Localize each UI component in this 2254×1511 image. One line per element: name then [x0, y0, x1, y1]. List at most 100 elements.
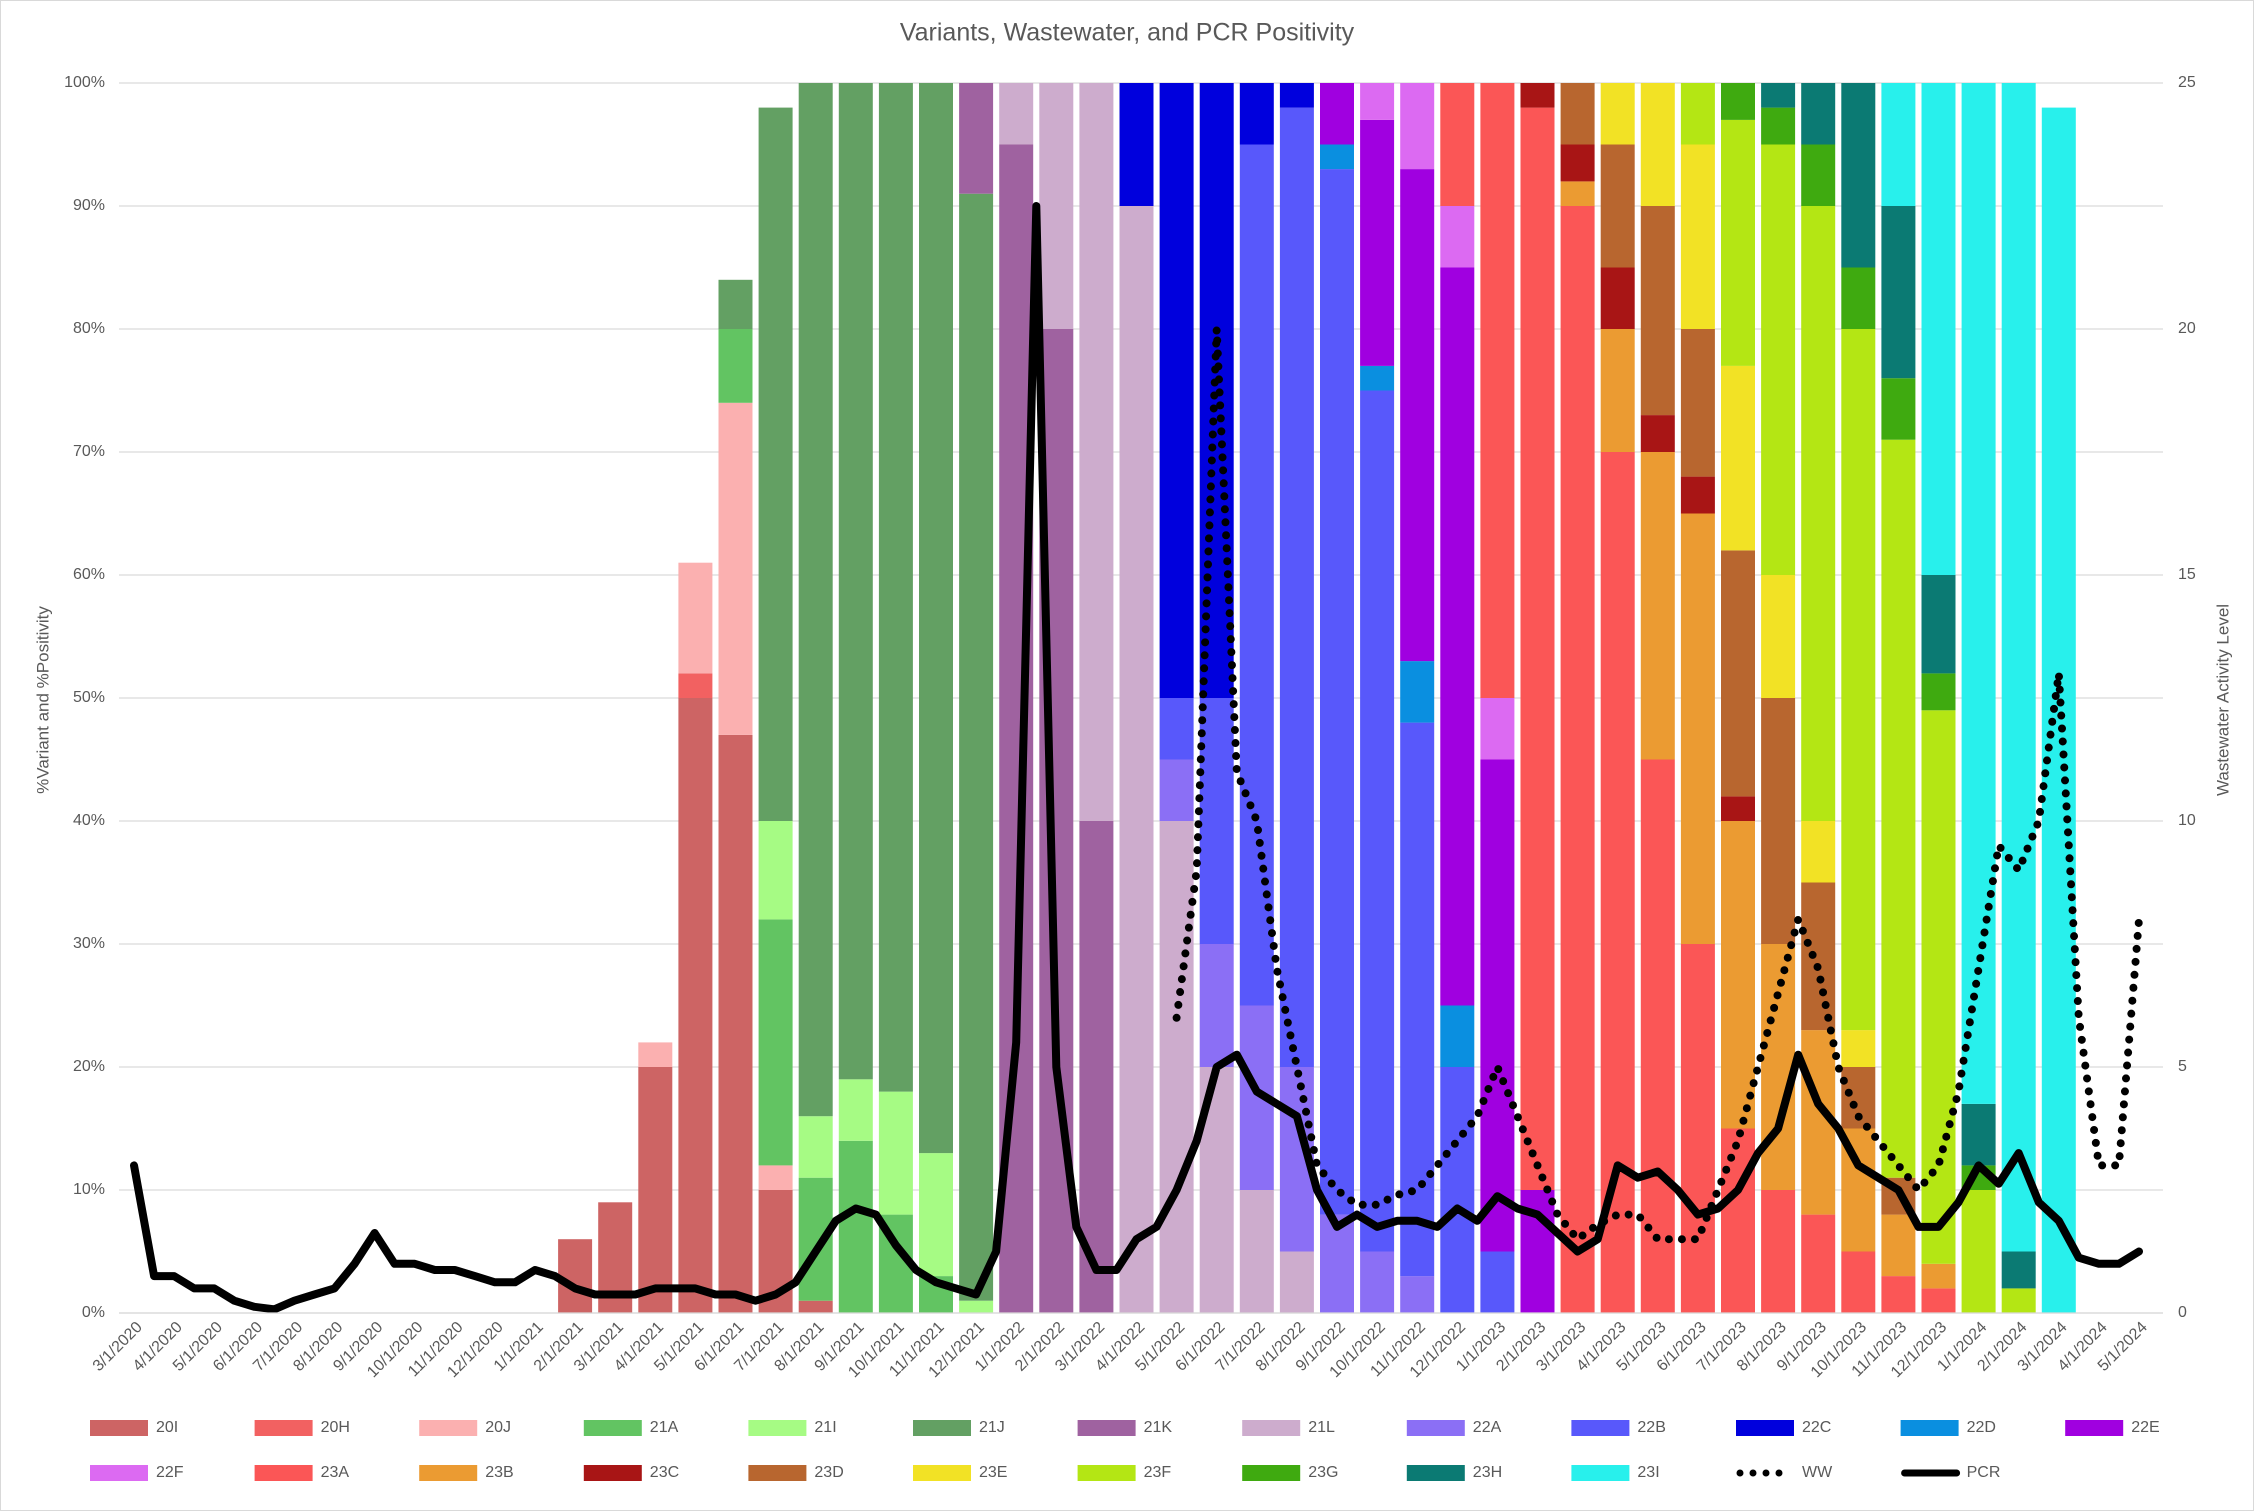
- legend-swatch: [419, 1465, 478, 1481]
- legend-swatch: [2065, 1420, 2124, 1436]
- variant-bar: [1480, 698, 1515, 760]
- pcr-line: [130, 202, 2143, 1314]
- legend-label: 22F: [156, 1464, 184, 1481]
- variant-bar: [758, 821, 793, 920]
- variant-bar: [1761, 107, 1796, 145]
- variant-bar: [838, 1140, 873, 1313]
- legend-label: 21L: [1308, 1419, 1335, 1436]
- variant-bar: [1239, 1190, 1274, 1313]
- variant-bar: [1680, 513, 1715, 944]
- variant-bar: [999, 83, 1034, 145]
- variant-bar: [1440, 206, 1475, 268]
- variant-bar: [1801, 882, 1836, 1031]
- variant-bar: [1721, 119, 1755, 366]
- variant-bar: [1721, 796, 1755, 821]
- variant-bar: [758, 1165, 793, 1190]
- variant-bar: [1801, 206, 1836, 821]
- variant-bar: [1680, 476, 1715, 514]
- y-tick-label: 0%: [82, 1304, 105, 1321]
- variant-bar: [1360, 119, 1395, 366]
- variant-bar: [1721, 550, 1755, 797]
- variant-bar: [1560, 83, 1595, 145]
- variant-bar: [1600, 83, 1635, 145]
- legend-label: 20I: [156, 1419, 178, 1436]
- legend-label: 23B: [485, 1464, 513, 1481]
- y2-tick-label: 10: [2178, 812, 2196, 829]
- chart-title: Variants, Wastewater, and PCR Positivity: [900, 19, 1355, 47]
- legend-swatch: [1406, 1465, 1465, 1481]
- variant-bar: [1680, 144, 1715, 329]
- y-tick-label: 70%: [73, 443, 105, 460]
- legend-swatch: [913, 1465, 971, 1481]
- variant-bar: [758, 107, 793, 822]
- legend-swatch: [1077, 1465, 1136, 1481]
- variant-bar: [2001, 1251, 2036, 1289]
- y-tick-label: 10%: [73, 1181, 105, 1198]
- variant-bar: [1159, 759, 1194, 821]
- y2-tick-label: 25: [2178, 74, 2196, 91]
- variant-bar: [1640, 759, 1675, 1313]
- variant-bar: [959, 83, 994, 194]
- variant-bar: [798, 83, 833, 1117]
- legend-label: PCR: [1967, 1464, 2001, 1481]
- variant-bar: [1360, 83, 1395, 120]
- variant-bar: [638, 1042, 673, 1067]
- variant-bar: [2041, 107, 2076, 1314]
- legend-swatch: [254, 1465, 313, 1481]
- variant-bar: [919, 1153, 953, 1277]
- legend-label: 21A: [650, 1419, 679, 1436]
- variant-bar: [1881, 83, 1916, 206]
- variant-bar: [1400, 83, 1435, 170]
- variant-bar: [678, 698, 713, 1313]
- variant-bar: [1199, 698, 1234, 944]
- legend-swatch: [1736, 1420, 1794, 1436]
- legend-swatch: [254, 1420, 313, 1436]
- variant-bar: [1721, 365, 1755, 551]
- variant-bar: [1921, 1288, 1956, 1313]
- y2-tick-label: 15: [2178, 566, 2196, 583]
- variant-bar: [718, 734, 753, 1313]
- legend-swatch: [90, 1420, 148, 1436]
- variant-bar: [1440, 83, 1475, 206]
- variant-bar: [1600, 452, 1635, 1313]
- legend-swatch: [1406, 1420, 1465, 1436]
- variant-bar: [1520, 107, 1555, 1191]
- variant-bar: [959, 1300, 994, 1313]
- variant-bar: [1400, 1276, 1435, 1313]
- variant-bar: [1841, 267, 1876, 329]
- variant-bar: [1400, 661, 1435, 723]
- legend-label: 22E: [2131, 1419, 2159, 1436]
- variant-bar: [838, 1079, 873, 1141]
- wastewater-line: [1172, 325, 2143, 1244]
- variant-bar: [758, 919, 793, 1166]
- variant-bar: [1841, 1251, 1876, 1313]
- variant-bar: [1239, 83, 1274, 145]
- variant-bar: [1320, 83, 1354, 145]
- variant-bar: [959, 193, 994, 1301]
- variant-bar: [1119, 83, 1154, 206]
- variant-bar: [1360, 365, 1395, 391]
- legend-swatch: [1900, 1420, 1959, 1436]
- legend-label: 21J: [979, 1419, 1005, 1436]
- variant-bar: [1721, 83, 1755, 120]
- variant-bar: [1680, 83, 1715, 145]
- variant-bar: [1961, 1103, 1996, 1166]
- legend-label: 23A: [321, 1464, 350, 1481]
- variant-bar: [718, 279, 753, 329]
- variant-bar: [1199, 944, 1234, 1067]
- y-tick-label: 80%: [73, 320, 105, 337]
- variant-bar: [1480, 1251, 1515, 1313]
- variant-bar: [1279, 1251, 1314, 1313]
- y-axis-title: %Variant and %Positivity: [33, 606, 52, 794]
- variant-bar: [718, 402, 753, 735]
- variant-bar: [1841, 83, 1876, 268]
- legend-swatch: [748, 1420, 807, 1436]
- legend-swatch: [1242, 1465, 1301, 1481]
- y2-tick-label: 0: [2178, 1304, 2187, 1321]
- variant-bar: [1841, 329, 1876, 1031]
- variant-bar: [558, 1239, 593, 1313]
- variant-bar: [1320, 169, 1354, 1215]
- variant-bar: [838, 83, 873, 1080]
- variant-bar: [1801, 1214, 1836, 1313]
